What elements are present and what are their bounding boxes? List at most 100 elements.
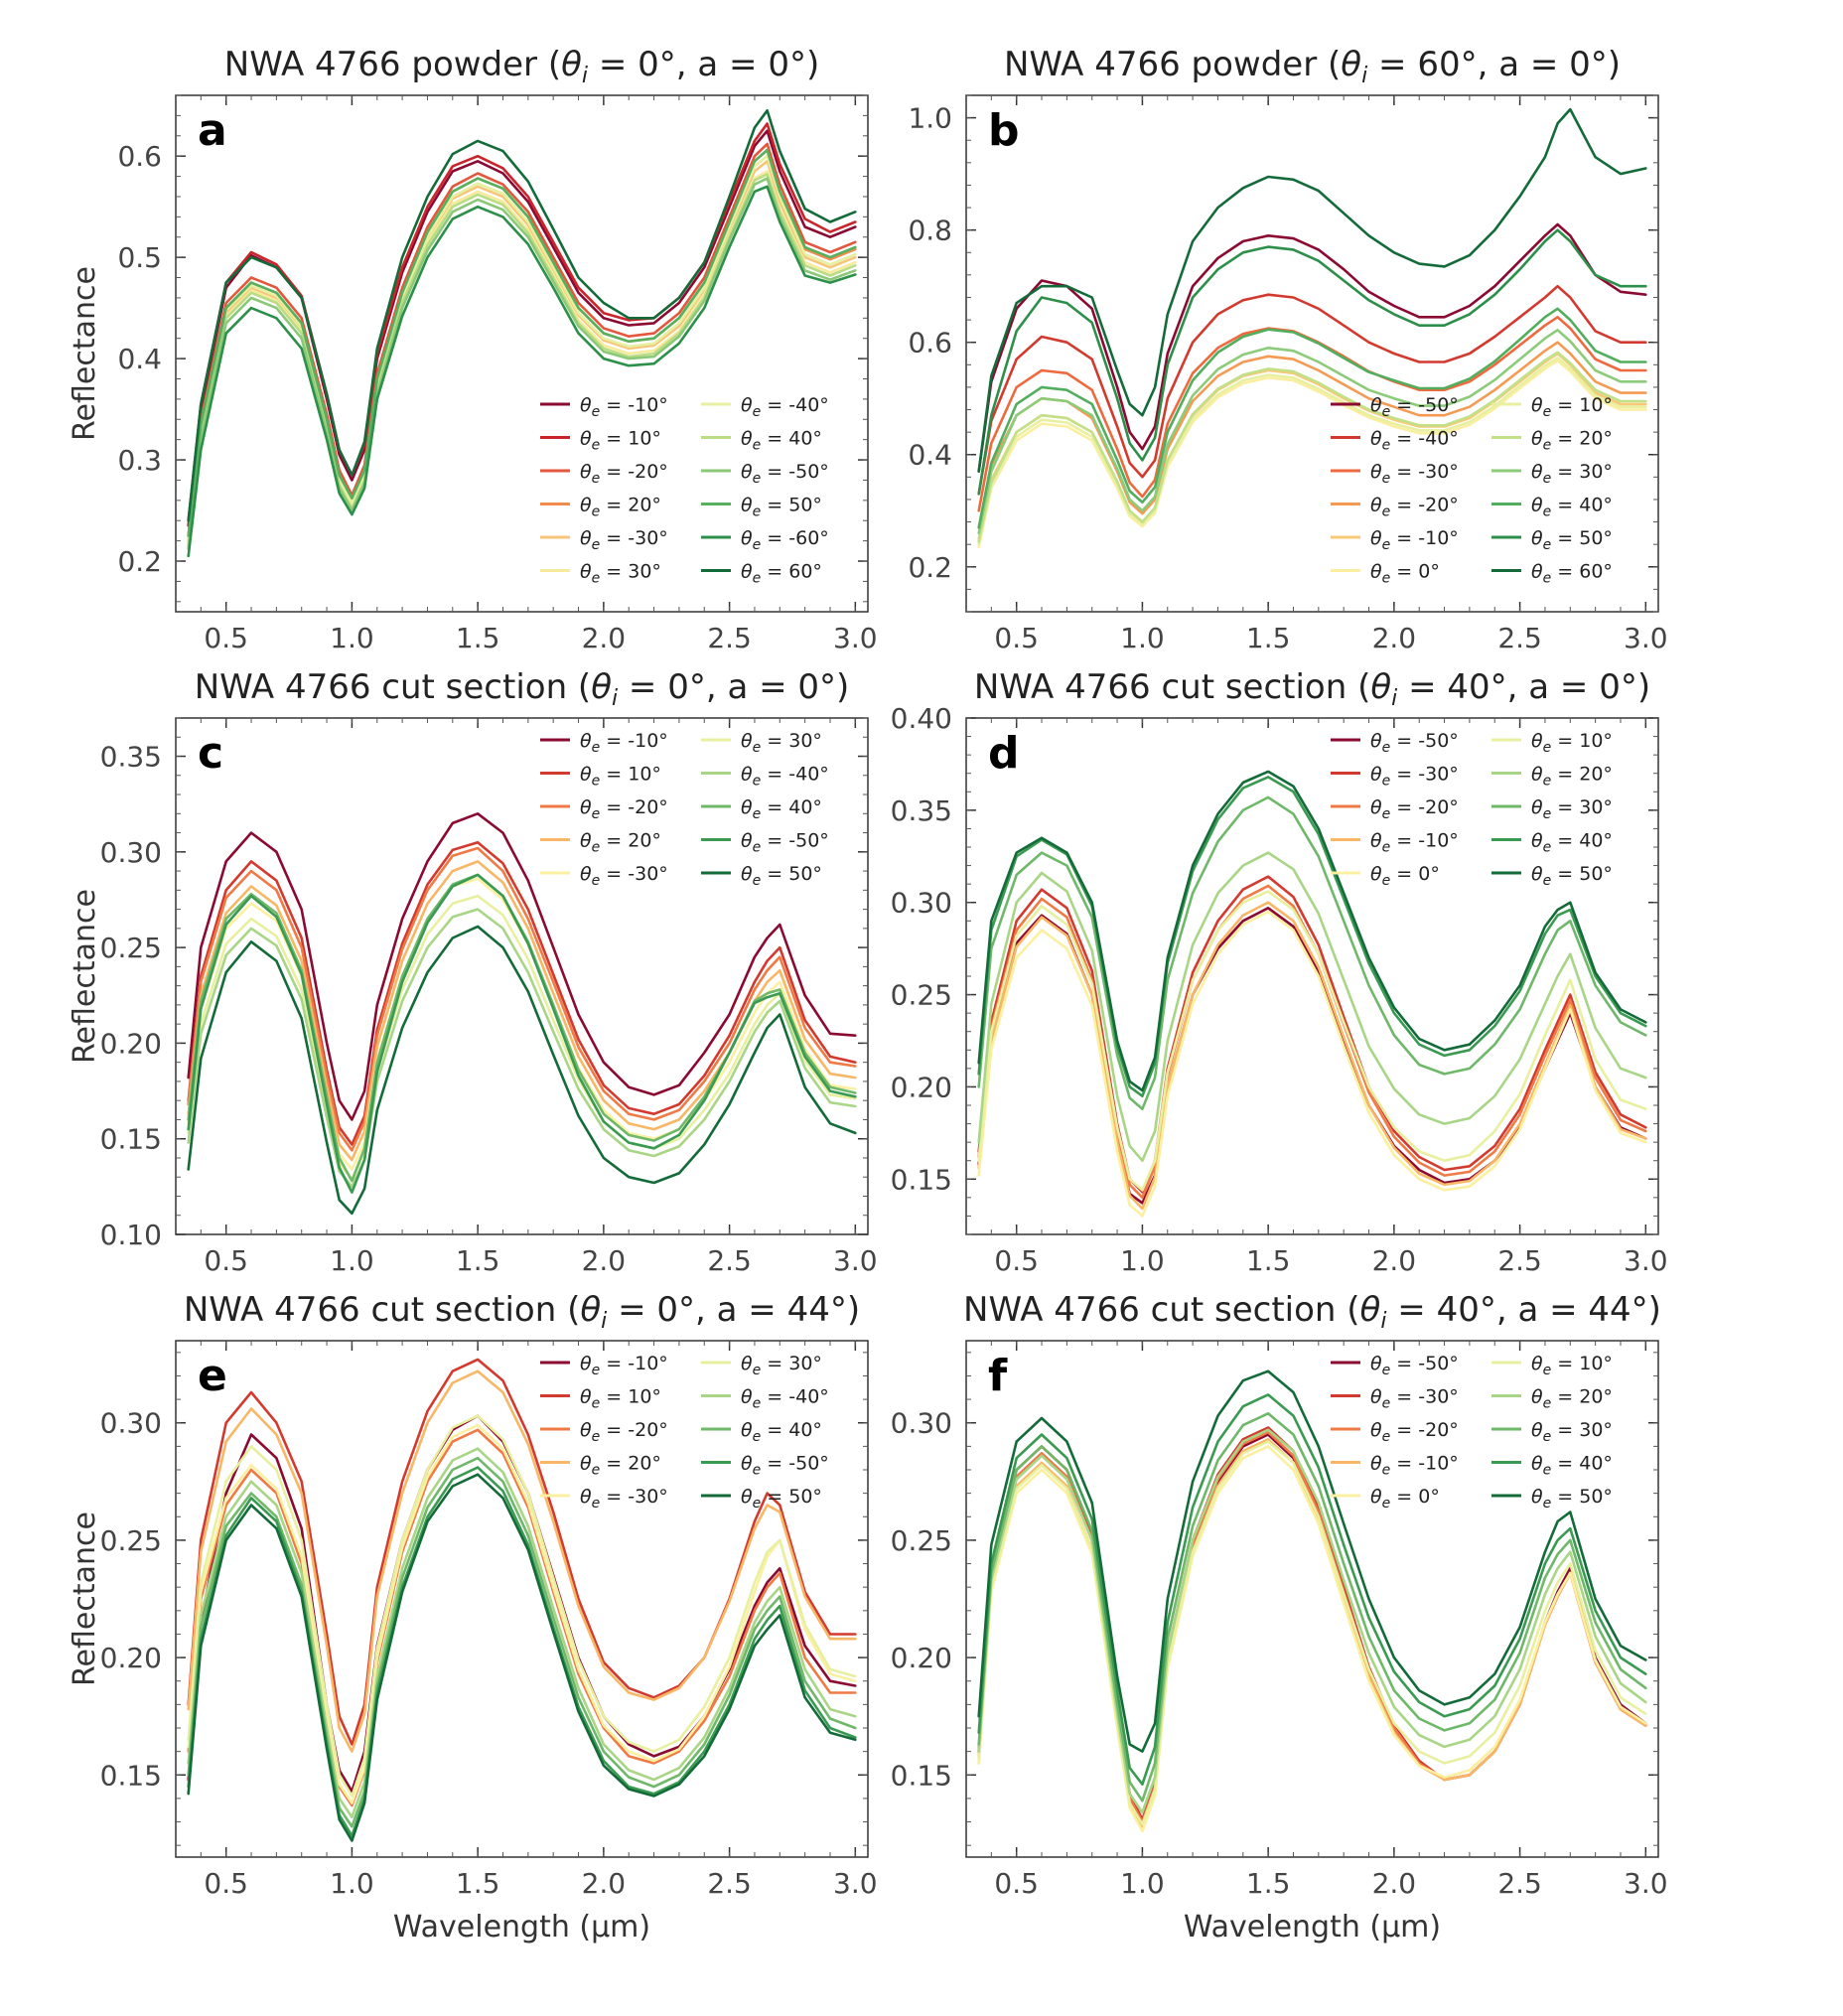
series-line: [977, 1412, 1647, 1802]
legend-label: θe = -30°: [580, 527, 668, 553]
x-tick-label: 1.5: [456, 1867, 500, 1900]
legend: θe = -10° θe = 10° θe = -20° θe = 20° θe = -…: [540, 394, 829, 587]
legend-label: θe = 0°: [1370, 863, 1440, 889]
series-line: [187, 1466, 857, 1837]
y-tick-label: 0.40: [891, 702, 952, 735]
y-tick-label: 0.20: [100, 1027, 162, 1060]
legend-label: θe = -30°: [1370, 764, 1459, 790]
series-line: [187, 873, 857, 1183]
series-line: [187, 1414, 857, 1798]
legend: θe = -50° θe = -30° θe = -20° θe = -10° θe =…: [1331, 1353, 1613, 1512]
x-tick-label: 3.0: [1624, 1867, 1668, 1900]
y-tick-label: 0.15: [891, 1163, 952, 1196]
legend-label: θe = 10°: [580, 764, 661, 790]
y-tick-label: 0.30: [100, 1407, 162, 1440]
y-tick-label: 0.30: [891, 1407, 952, 1440]
x-tick-label: 2.0: [582, 1867, 627, 1900]
y-tick-label: 0.35: [891, 794, 952, 827]
legend: θe = -10° θe = 10° θe = -20° θe = 20° θe = -…: [540, 730, 829, 889]
panel-c: 0.5 1.0 1.5 2.0 2.5 3.0 0.10 0.15 0.20 0.25 0.30 0.…: [68, 667, 878, 1277]
y-tick-label: 0.25: [100, 1524, 162, 1557]
legend-label: θe = 30°: [741, 1353, 822, 1378]
panel-letter: d: [988, 728, 1020, 779]
legend-label: θe = 50°: [1531, 1486, 1613, 1512]
x-tick-label: 2.0: [1372, 1867, 1417, 1900]
legend-label: θe = 10°: [1531, 394, 1613, 420]
series-line: [977, 328, 1647, 535]
x-tick-label: 1.0: [330, 1244, 374, 1277]
series-line: [187, 142, 857, 537]
panel-d: 0.5 1.0 1.5 2.0 2.5 3.0 0.15 0.20 0.25 0.30 0.35 0.…: [891, 667, 1668, 1277]
legend-label: θe = -50°: [1370, 1353, 1459, 1378]
x-tick-label: 2.0: [1372, 622, 1417, 654]
y-tick-label: 0.6: [908, 327, 952, 360]
y-tick-label: 0.8: [908, 215, 952, 247]
series-line: [977, 107, 1647, 474]
x-tick-label: 1.0: [330, 622, 374, 654]
legend-label: θe = 20°: [1531, 428, 1613, 454]
panel-letter: b: [988, 105, 1020, 156]
legend-label: θe = -50°: [1370, 394, 1459, 420]
legend-label: θe = -40°: [741, 764, 829, 790]
series-group: [977, 1369, 1647, 1833]
y-tick-label: 0.25: [100, 932, 162, 964]
x-tick-label: 1.5: [456, 622, 500, 654]
x-tick-label: 0.5: [204, 622, 248, 654]
legend-label: θe = 40°: [741, 796, 822, 822]
y-tick-label: 0.30: [891, 887, 952, 920]
series-line: [187, 811, 857, 1121]
x-tick-label: 0.5: [994, 1244, 1039, 1277]
x-tick-label: 1.0: [1120, 1867, 1165, 1900]
legend-label: θe = 60°: [741, 561, 822, 587]
series-line: [187, 925, 857, 1216]
series-line: [187, 908, 857, 1189]
legend: θe = -10° θe = 10° θe = -20° θe = 20° θe = -…: [540, 1353, 829, 1512]
y-tick-label: 0.25: [891, 1524, 952, 1557]
series-group: [977, 107, 1647, 549]
series-line: [187, 840, 857, 1146]
series-line: [187, 148, 857, 537]
x-tick-label: 3.0: [833, 1867, 878, 1900]
panel-title: NWA 4766 cut section (θi = 0°, a = 44°): [184, 1290, 860, 1334]
series-line: [977, 770, 1647, 1092]
legend-label: θe = -20°: [580, 1419, 668, 1445]
panel-title: NWA 4766 cut section (θi = 40°, a = 0°): [974, 667, 1650, 711]
legend-label: θe = 30°: [741, 730, 822, 756]
legend-label: θe = 30°: [580, 561, 661, 587]
series-group: [977, 770, 1647, 1218]
legend-label: θe = -10°: [580, 730, 668, 756]
series-line: [977, 1440, 1647, 1826]
panel-title: NWA 4766 powder (θi = 0°, a = 0°): [224, 45, 819, 88]
legend-label: θe = -50°: [741, 1453, 829, 1479]
series-line: [977, 341, 1647, 529]
series-line: [977, 890, 1647, 1192]
series-line: [187, 1369, 857, 1753]
legend: θe = -50° θe = -40° θe = -30° θe = -20° θe =…: [1331, 394, 1613, 587]
legend-label: θe = -20°: [580, 461, 668, 487]
y-tick-label: 0.2: [908, 551, 952, 584]
x-tick-label: 1.0: [330, 1867, 374, 1900]
series-group: [187, 811, 857, 1216]
legend-label: θe = -30°: [1370, 461, 1459, 487]
series-line: [977, 359, 1647, 549]
y-tick-label: 0.30: [100, 836, 162, 869]
legend-label: θe = 20°: [580, 1453, 661, 1479]
series-line: [187, 177, 857, 551]
legend-label: θe = -50°: [1370, 730, 1459, 756]
legend-label: θe = 10°: [580, 428, 661, 454]
x-tick-label: 1.0: [1120, 1244, 1165, 1277]
panel-title: NWA 4766 cut section (θi = 0°, a = 0°): [195, 667, 850, 711]
series-group: [187, 109, 857, 558]
series-line: [187, 173, 857, 548]
legend-label: θe = -10°: [1370, 830, 1459, 856]
legend-label: θe = -20°: [580, 796, 668, 822]
legend-label: θe = -50°: [741, 830, 829, 856]
plot-frame: [965, 1340, 1659, 1858]
series-line: [187, 1447, 857, 1819]
series-line: [977, 910, 1647, 1218]
series-line: [977, 307, 1647, 529]
x-tick-label: 0.5: [994, 622, 1039, 654]
legend-label: θe = 20°: [580, 495, 661, 520]
legend-label: θe = 50°: [741, 1486, 822, 1512]
legend-label: θe = 10°: [580, 1386, 661, 1412]
